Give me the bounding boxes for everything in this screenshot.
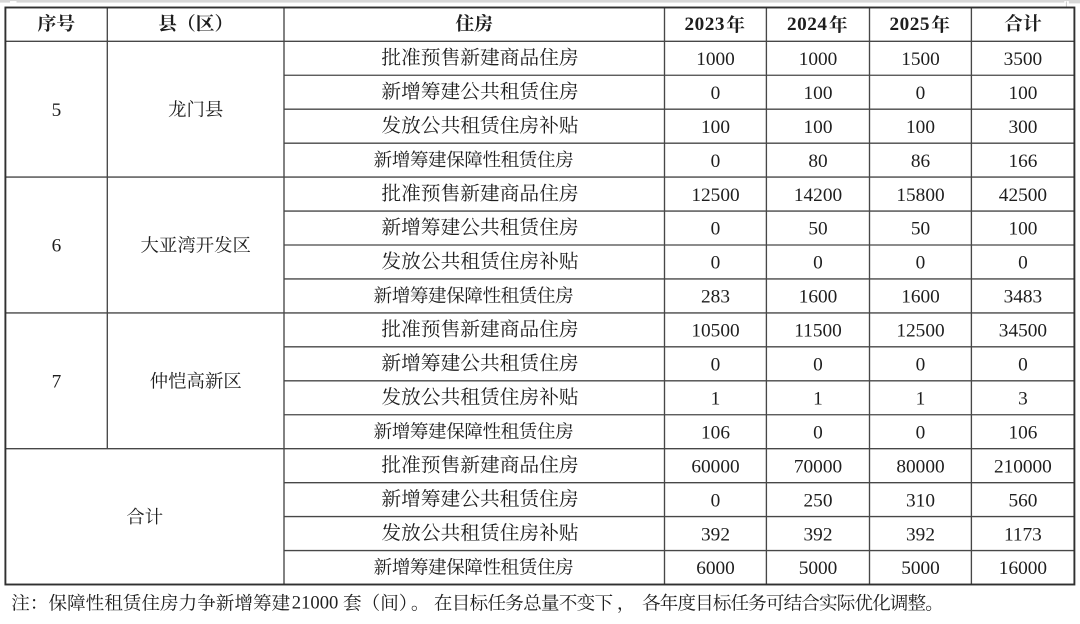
svg-text:14200: 14200: [794, 185, 842, 206]
svg-text:250: 250: [804, 490, 833, 511]
svg-text:1: 1: [813, 389, 823, 410]
svg-text:12500: 12500: [896, 321, 944, 342]
svg-text:0: 0: [1018, 253, 1028, 274]
svg-text:2023: 2023: [685, 14, 726, 35]
svg-text:70000: 70000: [794, 456, 842, 477]
svg-text:100: 100: [906, 117, 935, 138]
svg-text:42500: 42500: [999, 185, 1047, 206]
svg-text:3500: 3500: [1004, 49, 1043, 70]
svg-text:0: 0: [711, 83, 721, 104]
svg-text:1600: 1600: [901, 287, 940, 308]
svg-text:1500: 1500: [901, 49, 940, 70]
svg-text:1173: 1173: [1004, 524, 1042, 545]
svg-text:166: 166: [1008, 151, 1037, 172]
svg-text:0: 0: [1018, 355, 1028, 376]
svg-text:100: 100: [1008, 83, 1037, 104]
svg-text:300: 300: [1008, 117, 1037, 138]
svg-text:0: 0: [711, 151, 721, 172]
svg-text:392: 392: [701, 524, 730, 545]
svg-text:50: 50: [808, 219, 827, 240]
svg-text:2024: 2024: [787, 14, 828, 35]
svg-text:1600: 1600: [799, 287, 838, 308]
svg-text:21000: 21000: [292, 593, 338, 614]
svg-text:10500: 10500: [691, 321, 739, 342]
svg-text:1000: 1000: [799, 49, 838, 70]
svg-text:0: 0: [711, 355, 721, 376]
svg-text:2025: 2025: [890, 14, 931, 35]
svg-text:100: 100: [701, 117, 730, 138]
svg-text:3483: 3483: [1004, 287, 1043, 308]
svg-text:5: 5: [52, 100, 62, 121]
svg-text:0: 0: [916, 83, 926, 104]
svg-text:100: 100: [1008, 219, 1037, 240]
svg-text:392: 392: [804, 524, 833, 545]
svg-text:0: 0: [711, 490, 721, 511]
svg-text:100: 100: [804, 117, 833, 138]
svg-text:0: 0: [813, 253, 823, 274]
svg-text:106: 106: [701, 422, 730, 443]
svg-text:11500: 11500: [794, 321, 842, 342]
svg-text:0: 0: [711, 253, 721, 274]
svg-text:310: 310: [906, 490, 935, 511]
svg-text:0: 0: [916, 253, 926, 274]
svg-text:106: 106: [1008, 422, 1037, 443]
svg-text:6: 6: [52, 236, 62, 257]
svg-text:1: 1: [916, 389, 926, 410]
svg-text:3: 3: [1018, 389, 1028, 410]
svg-text:5000: 5000: [799, 558, 838, 579]
svg-text:50: 50: [911, 219, 930, 240]
svg-text:6000: 6000: [696, 558, 735, 579]
svg-text:80000: 80000: [896, 456, 944, 477]
svg-text:0: 0: [916, 355, 926, 376]
svg-text:0: 0: [711, 219, 721, 240]
svg-text:16000: 16000: [999, 558, 1047, 579]
svg-text:1: 1: [711, 389, 721, 410]
svg-text:86: 86: [911, 151, 931, 172]
svg-text:100: 100: [804, 83, 833, 104]
svg-text:1000: 1000: [696, 49, 735, 70]
svg-text:283: 283: [701, 287, 730, 308]
svg-text:0: 0: [916, 422, 926, 443]
svg-text:392: 392: [906, 524, 935, 545]
svg-text:12500: 12500: [691, 185, 739, 206]
svg-text:60000: 60000: [691, 456, 739, 477]
svg-text:34500: 34500: [999, 321, 1047, 342]
svg-text:0: 0: [813, 355, 823, 376]
svg-text:560: 560: [1008, 490, 1037, 511]
svg-text:210000: 210000: [994, 456, 1052, 477]
svg-text:5000: 5000: [901, 558, 940, 579]
svg-text:80: 80: [808, 151, 827, 172]
svg-text:0: 0: [813, 422, 823, 443]
svg-text:15800: 15800: [896, 185, 944, 206]
svg-text:7: 7: [52, 372, 62, 393]
